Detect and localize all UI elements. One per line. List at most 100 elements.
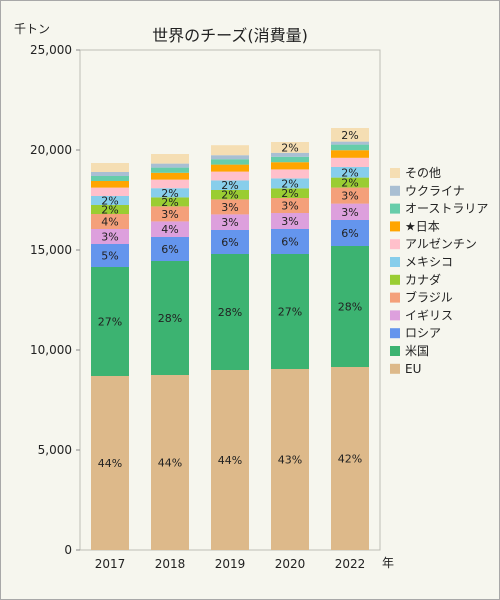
bar-segment (271, 142, 309, 153)
bar-data-label: 3% (161, 208, 178, 221)
legend-swatch (390, 221, 400, 232)
bar-segment (331, 141, 369, 145)
bar-data-label: 6% (221, 236, 238, 249)
y-axis: 0 5,000 10,000 15,000 20,000 25,000 (30, 43, 80, 557)
bar-segment (91, 196, 129, 205)
bar-data-label: 42% (338, 453, 362, 466)
bar-data-label: 43% (278, 454, 302, 467)
bar-segment (91, 163, 129, 172)
bar-data-label: 2% (161, 196, 178, 209)
legend-swatch (390, 310, 400, 321)
legend-label: EU (405, 362, 421, 376)
bar-data-label: 3% (281, 215, 298, 228)
bar-segment (91, 214, 129, 229)
bar-data-label: 2% (341, 177, 358, 190)
bar-segment (151, 206, 189, 222)
legend-label: 米国 (405, 344, 429, 358)
bar-segment (331, 177, 369, 188)
bar-data-label: 6% (161, 243, 178, 256)
bar-segment (151, 172, 189, 180)
bar-segment (331, 367, 369, 550)
bar-data-label: 3% (281, 200, 298, 213)
legend-swatch (390, 346, 400, 356)
y-tick-label: 15,000 (30, 243, 72, 257)
bar-data-label: 2% (101, 204, 118, 217)
bar-data-label: 44% (218, 454, 242, 467)
bar-data-label: 3% (341, 206, 358, 219)
legend-swatch (390, 328, 400, 339)
bar-data-label: 2% (221, 189, 238, 202)
legend-swatch (390, 257, 400, 267)
legend-swatch (390, 363, 400, 374)
legend-label: ウクライナ (405, 184, 465, 198)
bar-segment (211, 370, 249, 550)
bar-segment (211, 145, 249, 156)
bar-segment (91, 172, 129, 176)
legend-label: イギリス (405, 308, 453, 322)
bar-segment (271, 229, 309, 254)
legend-label: ロシア (405, 326, 441, 340)
bar-segment (91, 187, 129, 196)
legend-label: メキシコ (405, 255, 453, 269)
y-axis-label: 千トン (14, 22, 50, 36)
legend-label: オーストラリア (405, 202, 488, 216)
x-tick-label: 2019 (215, 557, 246, 571)
bar-segment (211, 214, 249, 230)
bar-data-label: 28% (218, 306, 242, 319)
bar-segment (331, 144, 369, 151)
x-axis-label: 年 (382, 556, 394, 570)
x-tick-label: 2020 (275, 557, 306, 571)
x-tick-label: 2017 (95, 557, 126, 571)
bar-data-label: 4% (101, 216, 118, 229)
y-tick-label: 5,000 (38, 443, 72, 457)
bar-segment (211, 190, 249, 200)
bar-segment (91, 267, 129, 376)
bar-segment (331, 157, 369, 167)
bar-segment (151, 179, 189, 189)
bar-segment (91, 205, 129, 214)
bar-segment (331, 150, 369, 158)
legend-swatch (390, 274, 400, 285)
y-tick-label: 0 (64, 543, 72, 557)
bar-segment (331, 246, 369, 367)
bar-segment (91, 176, 129, 181)
bar-segment (211, 254, 249, 370)
bar-segment (271, 188, 309, 198)
bar-segment (211, 180, 249, 190)
bar-segment (331, 220, 369, 246)
bar-data-label: 2% (281, 141, 298, 154)
bar-segment (271, 152, 309, 157)
y-tick-label: 10,000 (30, 343, 72, 357)
bar-segment (331, 128, 369, 142)
bar-data-label: 27% (278, 306, 302, 319)
bar-segment (211, 159, 249, 165)
bar-segment (151, 167, 189, 173)
bar-data-label: 3% (221, 201, 238, 214)
bars-group: 44%27%5%3%4%2%2%44%28%6%4%3%2%2%44%28%6%… (91, 128, 369, 550)
bar-data-label: 6% (281, 236, 298, 249)
bar-segment (91, 376, 129, 550)
bar-data-label: 2% (221, 179, 238, 192)
bar-segment (271, 198, 309, 213)
bar-data-label: 44% (158, 457, 182, 470)
legend-label: カナダ (405, 272, 441, 287)
bar-segment (271, 178, 309, 189)
legend-swatch (390, 239, 400, 250)
bar-data-label: 44% (98, 457, 122, 470)
bar-data-label: 6% (341, 227, 358, 240)
bar-data-label: 2% (341, 166, 358, 179)
bar-segment (211, 164, 249, 172)
y-tick-label: 25,000 (30, 43, 72, 57)
x-tick-label: 2022 (335, 557, 366, 571)
legend-swatch (390, 203, 400, 214)
bar-data-label: 3% (221, 216, 238, 229)
bar-data-label: 2% (341, 129, 358, 142)
bar-data-label: 3% (341, 190, 358, 203)
bar-segment (271, 254, 309, 369)
bar-segment (151, 237, 189, 261)
bar-segment (271, 213, 309, 229)
bar-segment (151, 375, 189, 550)
y-tick-label: 20,000 (30, 143, 72, 157)
